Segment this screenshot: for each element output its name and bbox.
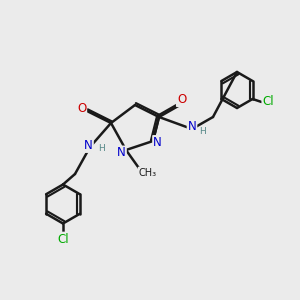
Text: Cl: Cl: [262, 95, 274, 109]
Text: Cl: Cl: [57, 232, 69, 246]
Text: H: H: [199, 128, 206, 136]
Text: H: H: [98, 144, 105, 153]
Text: N: N: [117, 146, 126, 160]
Text: O: O: [177, 93, 186, 106]
Text: O: O: [77, 101, 86, 115]
Text: N: N: [188, 119, 196, 133]
Text: N: N: [84, 139, 93, 152]
Text: CH₃: CH₃: [139, 167, 157, 178]
Text: N: N: [153, 136, 162, 149]
